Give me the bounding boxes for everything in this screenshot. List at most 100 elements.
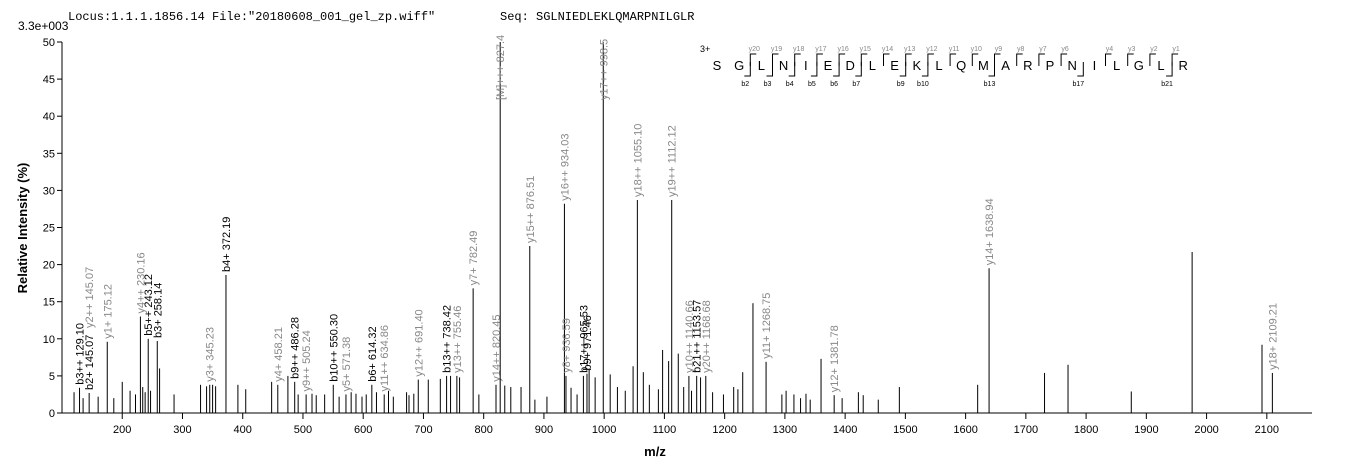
x-tick-label: 1100 — [653, 424, 677, 436]
peak-label: y8+ 936.59 — [561, 318, 573, 373]
y-ion-label: y20 — [749, 46, 760, 53]
x-tick-label: 1200 — [712, 424, 736, 436]
y-tick-label: 0 — [49, 408, 55, 420]
sequence-title: Seq: SGLNIEDLEKLQMARPNILGLR — [500, 10, 694, 24]
residue: P — [1046, 58, 1055, 73]
y-ion-label: y11 — [949, 46, 960, 53]
b-ion-label: b4 — [786, 81, 794, 88]
y-ion-label: y8 — [1017, 46, 1025, 53]
residue: I — [804, 58, 808, 73]
peak-label: b13++ 738.42 — [442, 305, 454, 373]
y-ion-marker — [1038, 53, 1045, 66]
residue: L — [1113, 58, 1120, 73]
y-tick-label: 30 — [43, 185, 55, 197]
residue: G — [1134, 58, 1144, 73]
residue: L — [869, 58, 876, 73]
residue: L — [935, 58, 942, 73]
b-ion-label: b10 — [917, 81, 929, 88]
peak-label: y9++ 505.24 — [301, 330, 313, 391]
x-tick-label: 1400 — [833, 424, 857, 436]
peak-label: y12++ 691.40 — [413, 309, 425, 376]
b-ion-marker — [766, 62, 773, 77]
y-ion-label: y9 — [995, 46, 1003, 53]
y-ion-marker — [1171, 53, 1179, 66]
y-ion-marker — [816, 53, 823, 66]
peak-label: y20++ 1168.68 — [701, 300, 713, 373]
y-ion-label: y14 — [882, 46, 893, 53]
y-tick-label: 10 — [43, 334, 55, 346]
y-ion-marker — [838, 53, 846, 66]
header: Locus:1.1.1.1856.14 File:"20180608_001_g… — [68, 10, 435, 24]
y-ion-label: y10 — [971, 46, 982, 53]
y-tick-label: 40 — [43, 111, 55, 123]
residue: Q — [956, 58, 966, 73]
residue: G — [734, 58, 744, 73]
scale-note: 3.3e+003 — [18, 19, 69, 33]
residue: L — [1157, 58, 1164, 73]
y-tick-label: 50 — [43, 37, 55, 49]
x-tick-label: 2000 — [1194, 424, 1218, 436]
residue: S — [713, 58, 722, 73]
x-tick-label: 300 — [173, 424, 191, 436]
peak-label: b3++ 129.10 — [75, 323, 87, 385]
b-ion-marker — [921, 62, 929, 77]
y-ion-label: y1 — [1172, 46, 1180, 53]
residue: E — [824, 58, 833, 73]
b-ion-marker — [988, 62, 995, 77]
x-axis-title: m/z — [644, 444, 666, 459]
y-ion-label: y18 — [793, 46, 804, 53]
y-tick-label: 5 — [49, 371, 55, 383]
y-ion-label: y12 — [926, 46, 937, 53]
y-ion-marker — [794, 53, 801, 66]
y-ion-marker — [772, 53, 779, 66]
peak-label: b9++ 486.28 — [290, 317, 302, 379]
peak-label: y18++ 1055.10 — [632, 124, 644, 197]
b-ion-marker — [1166, 62, 1173, 77]
y-ion-marker — [1127, 53, 1134, 66]
peak-label: b17++ 965.53 — [578, 305, 590, 373]
y-tick-label: 25 — [43, 223, 55, 235]
peak-label: y11+ 1268.75 — [761, 293, 773, 359]
b-ion-label: b9 — [897, 81, 905, 88]
y-ion-label: y16 — [837, 46, 848, 53]
b-ion-label: b7 — [852, 81, 860, 88]
y-ion-label: y3 — [1128, 46, 1136, 53]
y-ion-marker — [927, 53, 934, 66]
y-ion-marker — [949, 53, 957, 66]
y-ion-marker — [749, 53, 757, 66]
y-ion-label: y4 — [1106, 46, 1114, 53]
y-ion-label: y2 — [1150, 46, 1158, 53]
peak-label: b5++ 243.12 — [143, 274, 155, 336]
peak-label: y16++ 934.03 — [559, 133, 571, 200]
peak-label: b6+ 614.32 — [367, 326, 379, 381]
residue: E — [890, 58, 899, 73]
peak-label: y15++ 876.51 — [525, 176, 537, 243]
y-ion-marker — [1105, 53, 1112, 66]
peak-label: y1+ 175.12 — [102, 284, 114, 339]
y-tick-label: 15 — [43, 297, 55, 309]
peak-label: y4+ 458.21 — [273, 327, 285, 382]
peak-label: y2++ 145.07 — [84, 267, 96, 328]
peak-label: y11++ 634.86 — [379, 325, 391, 391]
b-ion-label: b13 — [984, 81, 996, 88]
y-ion-label: y6 — [1061, 46, 1069, 53]
y-ion-marker — [1060, 53, 1068, 66]
y-ion-marker — [994, 53, 1001, 66]
peak-label: y3+ 345.23 — [205, 327, 217, 382]
peak-label: y4++ 230.16 — [135, 252, 147, 313]
b-ion-label: b17 — [1072, 81, 1084, 88]
peak-label: y5+ 571.38 — [341, 337, 353, 392]
b-ion-marker — [810, 62, 818, 77]
peak-label: y13++ 755.46 — [452, 306, 464, 373]
x-tick-label: 700 — [414, 424, 432, 436]
x-tick-label: 1300 — [773, 424, 797, 436]
peak-label: b21++ 1153.57 — [692, 300, 704, 373]
b-ion-label: b6 — [830, 81, 838, 88]
x-tick-label: 1500 — [893, 424, 917, 436]
peak-label: b2+ 145.07 — [84, 335, 96, 390]
x-tick-label: 200 — [113, 424, 131, 436]
x-tick-label: 900 — [535, 424, 553, 436]
peak-label: y19++ 1112.12 — [667, 125, 679, 197]
peak-label: y18+ 2109.21 — [1267, 303, 1279, 370]
peak-label: y7+ 782.49 — [468, 231, 480, 286]
